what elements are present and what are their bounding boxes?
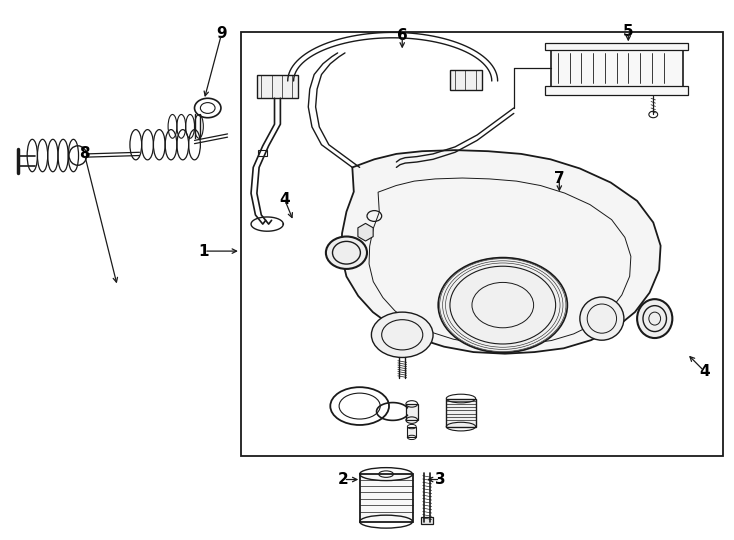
Text: 4: 4 [700, 364, 710, 379]
Text: 6: 6 [397, 28, 407, 43]
Bar [545, 43, 688, 50]
Text: 5: 5 [623, 24, 633, 39]
Text: 2: 2 [338, 472, 349, 487]
Bar [550, 49, 683, 87]
Text: 9: 9 [217, 26, 227, 41]
Bar [406, 404, 418, 420]
Bar [446, 399, 476, 427]
Bar [421, 517, 433, 524]
Ellipse shape [580, 297, 624, 340]
Text: 4: 4 [280, 192, 290, 207]
Bar [407, 427, 416, 437]
Bar [545, 86, 688, 95]
Bar [450, 70, 482, 90]
Ellipse shape [637, 299, 672, 338]
Bar [257, 75, 298, 98]
Text: 7: 7 [554, 171, 564, 186]
Text: 1: 1 [199, 244, 209, 259]
Ellipse shape [326, 237, 367, 269]
Ellipse shape [438, 258, 567, 353]
Text: 8: 8 [79, 146, 90, 161]
Polygon shape [341, 150, 661, 354]
Ellipse shape [371, 312, 433, 357]
Bar [360, 474, 413, 522]
Bar [258, 150, 267, 156]
Bar [241, 32, 723, 456]
Text: 3: 3 [435, 472, 446, 487]
